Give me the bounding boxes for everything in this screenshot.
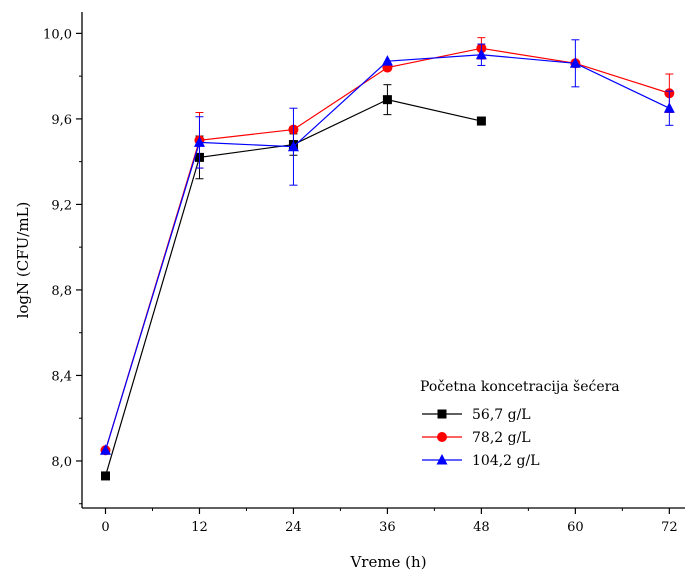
- data-point: [569, 57, 581, 68]
- data-point: [663, 102, 675, 113]
- data-point: [476, 116, 486, 126]
- x-tick-label: 12: [191, 520, 208, 535]
- data-point: [381, 55, 393, 66]
- y-tick-label: 10,0: [43, 27, 72, 42]
- x-tick-label: 72: [661, 520, 678, 535]
- legend-entry-2: 104,2 g/L: [422, 453, 540, 469]
- legend-entry-0: 56,7 g/L: [422, 407, 531, 423]
- legend-marker: [437, 432, 447, 442]
- data-point: [193, 136, 205, 147]
- x-tick-label: 48: [473, 520, 490, 535]
- data-point: [99, 444, 111, 455]
- legend-marker: [437, 409, 447, 419]
- y-tick-label: 8,8: [51, 284, 72, 299]
- axes: 0 12 24 36 48 60 72 8,0 8,4 8,8 9,2 9,6 10,0: [43, 12, 685, 535]
- series-layer: [99, 37, 675, 481]
- x-tick-label: 0: [101, 520, 109, 535]
- data-point: [382, 95, 392, 105]
- legend-title: Početna koncetracija šećera: [420, 378, 620, 395]
- x-tick-label: 60: [567, 520, 584, 535]
- legend-label: 78,2 g/L: [472, 430, 531, 446]
- x-tick-label: 24: [285, 520, 302, 535]
- data-point: [287, 140, 299, 152]
- y-tick-label: 8,4: [51, 369, 72, 384]
- data-point: [100, 471, 110, 481]
- y-tick-label: 8,0: [51, 455, 72, 470]
- x-axis-title: Vreme (h): [349, 553, 426, 571]
- legend-label: 104,2 g/L: [472, 453, 540, 469]
- legend-label: 56,7 g/L: [472, 407, 531, 423]
- series-2: [99, 39, 675, 455]
- legend-marker: [436, 454, 448, 465]
- y-tick-label: 9,2: [51, 198, 72, 213]
- y-axis-title: logN (CFU/mL): [14, 202, 32, 319]
- legend: Početna koncetracija šećera 56,7 g/L 78,2 …: [420, 378, 620, 469]
- x-tick-label: 36: [379, 520, 396, 535]
- legend-entry-1: 78,2 g/L: [422, 430, 531, 446]
- y-tick-label: 9,6: [51, 113, 72, 128]
- data-point: [475, 48, 487, 60]
